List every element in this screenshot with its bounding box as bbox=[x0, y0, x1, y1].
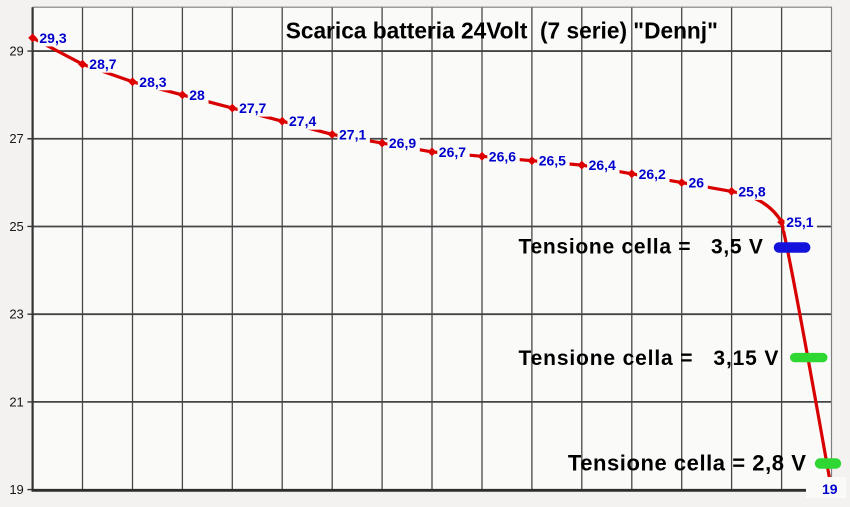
svg-text:28,7: 28,7 bbox=[89, 56, 116, 72]
svg-text:25,1: 25,1 bbox=[786, 214, 813, 230]
svg-text:26,7: 26,7 bbox=[439, 144, 466, 160]
svg-text:25: 25 bbox=[9, 219, 23, 234]
svg-text:19: 19 bbox=[822, 481, 838, 497]
svg-text:26,9: 26,9 bbox=[389, 135, 416, 151]
svg-text:26,5: 26,5 bbox=[539, 153, 566, 169]
svg-text:Tensione cella = 2,8 V: Tensione cella = 2,8 V bbox=[568, 450, 807, 475]
svg-text:26,6: 26,6 bbox=[489, 148, 516, 164]
svg-text:Scarica batteria 24Volt (7 se: Scarica batteria 24Volt (7 serie) "Dennj… bbox=[286, 17, 718, 43]
svg-text:28,3: 28,3 bbox=[139, 74, 166, 90]
svg-text:23: 23 bbox=[9, 307, 23, 322]
svg-text:28: 28 bbox=[189, 87, 205, 103]
svg-text:27: 27 bbox=[9, 131, 23, 146]
svg-text:26: 26 bbox=[689, 175, 705, 191]
svg-text:19: 19 bbox=[9, 482, 23, 497]
svg-text:27,7: 27,7 bbox=[239, 100, 266, 116]
svg-text:Tensione cella = 3,15 V: Tensione cella = 3,15 V bbox=[519, 347, 780, 370]
svg-text:26,2: 26,2 bbox=[639, 166, 666, 182]
svg-text:Tensione cella = 3,5 V: Tensione cella = 3,5 V bbox=[519, 236, 764, 259]
svg-text:29: 29 bbox=[9, 43, 23, 58]
svg-text:29,3: 29,3 bbox=[39, 30, 66, 46]
svg-text:27,1: 27,1 bbox=[339, 126, 366, 142]
svg-text:25,8: 25,8 bbox=[738, 183, 765, 199]
svg-text:27,4: 27,4 bbox=[289, 113, 316, 129]
svg-text:21: 21 bbox=[9, 394, 23, 409]
svg-text:26,4: 26,4 bbox=[589, 157, 616, 173]
